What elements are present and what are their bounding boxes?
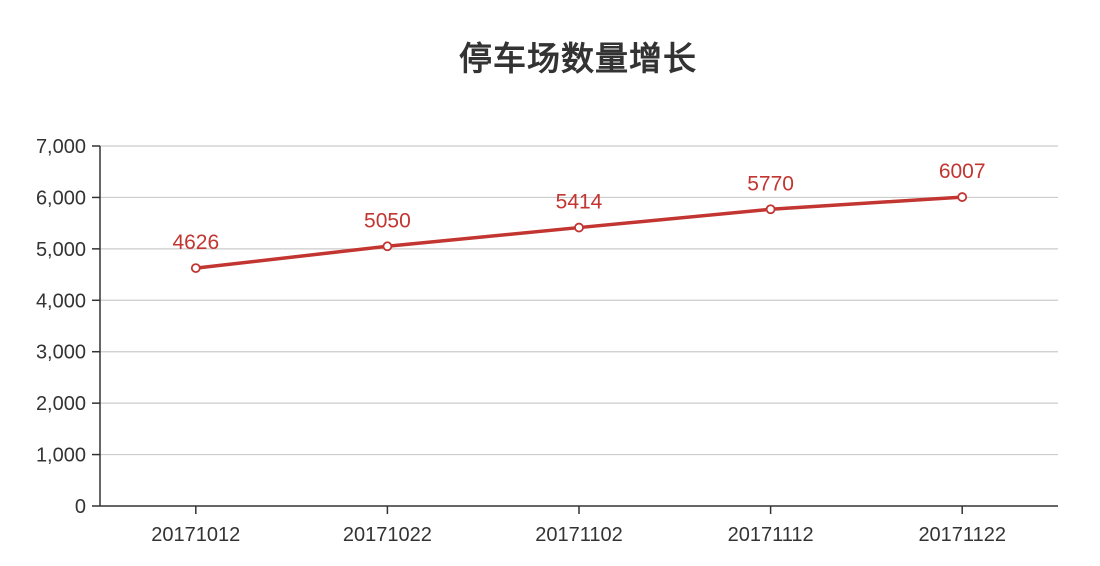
- x-tick-label: 20171012: [151, 524, 240, 546]
- y-axis-ticks: 0 1,000 2,000 3,000 4,000 5,000 6,000 7,000: [36, 136, 100, 518]
- y-tick-label: 0: [75, 496, 86, 518]
- data-labels: 4626 5050 5414 5770 6007: [172, 160, 985, 254]
- grid-lines: [100, 145, 1058, 456]
- chart-title: 停车场数量增长: [459, 39, 697, 78]
- data-label: 6007: [939, 160, 986, 183]
- x-tick-label: 20171112: [728, 524, 814, 546]
- data-point[interactable]: [765, 204, 776, 215]
- x-tick-label: 20171102: [535, 524, 623, 546]
- x-tick-label: 20171022: [343, 524, 432, 546]
- data-label: 5770: [747, 172, 794, 195]
- y-tick-label: 3,000: [36, 342, 86, 364]
- y-tick-label: 5,000: [36, 239, 86, 261]
- data-point[interactable]: [574, 222, 584, 233]
- data-point[interactable]: [382, 241, 393, 252]
- data-points[interactable]: [190, 192, 968, 273]
- x-axis-ticks: 20171012 20171022 20171102 20171112 20171122: [151, 506, 1006, 546]
- x-tick-label: 20171122: [918, 524, 1006, 546]
- data-label: 5414: [556, 191, 603, 214]
- data-label: 5050: [364, 209, 411, 232]
- y-tick-label: 2,000: [36, 393, 86, 415]
- y-tick-label: 1,000: [36, 445, 86, 467]
- data-label: 4626: [172, 231, 219, 254]
- data-point[interactable]: [190, 263, 201, 273]
- y-tick-label: 6,000: [36, 187, 86, 209]
- y-tick-label: 4,000: [36, 290, 86, 312]
- data-point[interactable]: [957, 192, 968, 202]
- y-tick-label: 7,000: [36, 136, 86, 158]
